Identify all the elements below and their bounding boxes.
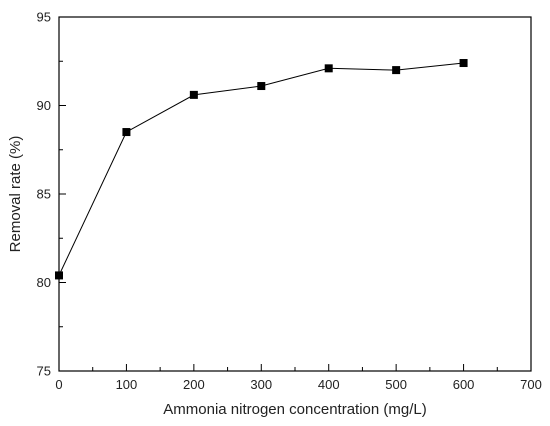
series-line <box>58 62 464 276</box>
plot-border <box>58 16 532 372</box>
x-axis-ticks: 0 100 200 300 400 500 600 700 <box>55 364 542 392</box>
x-tick-label: 400 <box>318 377 340 392</box>
y-tick-label: 95 <box>37 10 51 25</box>
x-tick-label: 100 <box>116 377 138 392</box>
y-tick-label: 80 <box>37 275 51 290</box>
y-axis-title: Removal rate (%) <box>7 136 24 253</box>
x-tick-label: 600 <box>453 377 475 392</box>
x-tick-label: 0 <box>55 377 62 392</box>
y-tick-label: 75 <box>37 364 51 379</box>
x-tick-label: 300 <box>250 377 272 392</box>
data-point-marker <box>257 82 266 91</box>
series <box>55 59 468 280</box>
data-point-marker <box>324 64 333 73</box>
plot-frame <box>58 16 532 372</box>
data-point-marker <box>459 59 468 68</box>
data-point-marker <box>189 90 198 99</box>
y-tick-label: 85 <box>37 187 51 202</box>
data-point-marker <box>392 66 401 75</box>
y-tick-label: 90 <box>37 98 51 113</box>
data-point-marker <box>55 271 63 280</box>
y-axis-ticks: 75 80 85 90 95 <box>37 10 66 379</box>
data-point-marker <box>122 128 131 137</box>
x-tick-label: 500 <box>385 377 407 392</box>
x-axis-title: Ammonia nitrogen concentration (mg/L) <box>163 401 426 418</box>
x-tick-label: 200 <box>183 377 205 392</box>
x-tick-label: 700 <box>520 377 542 392</box>
